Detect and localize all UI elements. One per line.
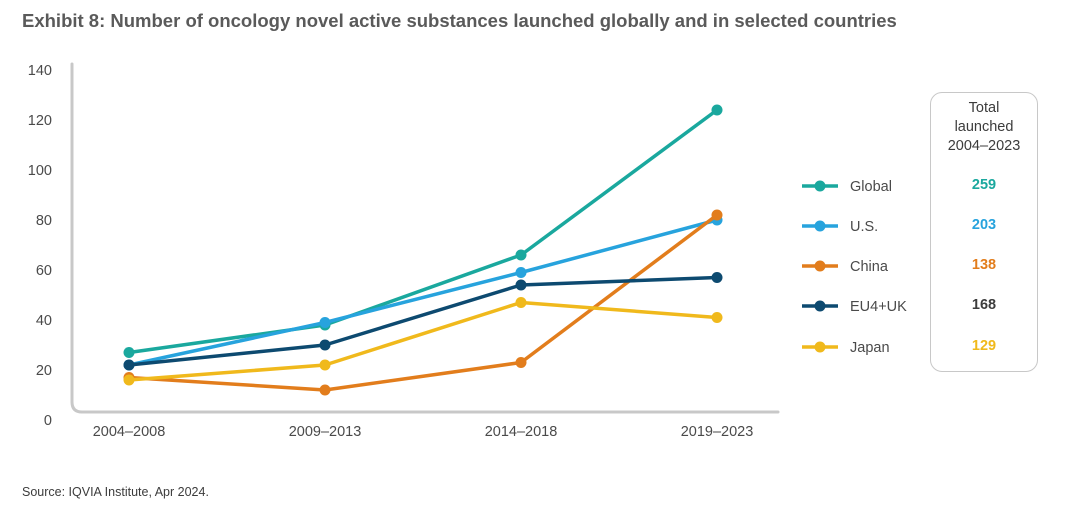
series-u-s-	[123, 214, 723, 371]
series-line	[128, 275, 718, 367]
total-value: 259	[971, 177, 997, 193]
y-tick-label: 100	[28, 163, 52, 179]
data-point	[123, 347, 135, 358]
series-line	[128, 218, 718, 367]
data-point	[515, 249, 527, 261]
legend-swatch-marker	[814, 220, 826, 232]
source-note: Source: IQVIA Institute, Apr 2024.	[22, 485, 209, 499]
series-japan	[123, 297, 723, 386]
legend-label: Global	[850, 179, 892, 195]
axis-lines	[70, 62, 780, 414]
data-point	[319, 359, 331, 371]
series-line	[128, 213, 719, 392]
y-tick-label: 80	[36, 213, 52, 229]
total-value: 203	[971, 217, 997, 233]
y-tick-label: 60	[36, 263, 52, 279]
series-line	[128, 300, 718, 382]
totals-header-line-2: launched	[954, 119, 1014, 135]
data-point	[711, 104, 723, 116]
y-tick-label: 140	[28, 63, 52, 79]
data-point	[123, 374, 135, 386]
data-point	[515, 297, 527, 308]
y-tick-label: 120	[28, 113, 52, 129]
y-tick-labels: 0 20 40 60 80 100 120 140	[28, 63, 52, 429]
data-point	[515, 279, 527, 291]
data-point	[515, 267, 527, 278]
legend-label: Japan	[850, 340, 890, 356]
x-tick-label: 2009–2013	[289, 424, 362, 440]
totals-header: Total launched 2004–2023	[930, 99, 1038, 156]
legend-swatch-marker	[814, 300, 826, 312]
legend-item: China	[802, 259, 889, 275]
total-value: 138	[971, 257, 997, 273]
legend-item: U.S.	[802, 219, 878, 235]
data-point	[319, 384, 331, 396]
legend-label: EU4+UK	[850, 299, 907, 315]
total-value: 129	[971, 338, 997, 354]
totals-header-line-1: Total	[968, 100, 1000, 116]
legend-swatch-marker	[814, 180, 826, 192]
series-lines	[123, 104, 723, 396]
x-tick-labels: 2004–2008 2009–2013 2014–2018 2019–2023	[93, 424, 754, 440]
y-tick-label: 20	[36, 363, 52, 379]
totals-box	[930, 92, 1038, 372]
legend-item: Japan	[802, 340, 890, 356]
series-global	[123, 104, 723, 358]
legend-label: China	[850, 259, 889, 275]
legend-item: Global	[802, 179, 892, 195]
series-line	[128, 108, 719, 355]
data-point	[319, 339, 331, 351]
data-point	[123, 359, 135, 371]
totals-header-line-3: 2004–2023	[947, 138, 1021, 154]
x-tick-label: 2014–2018	[485, 424, 558, 440]
legend-swatch-marker	[814, 341, 826, 353]
legend-swatch-marker	[814, 260, 826, 272]
data-point	[711, 272, 723, 283]
x-tick-label: 2019–2023	[681, 424, 754, 440]
series-china	[123, 209, 723, 396]
legend: Global U.S. China EU4+UK Japan	[802, 179, 907, 356]
data-point	[515, 357, 527, 368]
axes	[70, 62, 780, 414]
legend-label: U.S.	[850, 219, 878, 235]
series-eu4-uk	[123, 272, 723, 371]
y-tick-label: 40	[36, 313, 52, 329]
chart-title: Exhibit 8: Number of oncology novel acti…	[22, 10, 897, 31]
data-point	[711, 312, 723, 323]
legend-item: EU4+UK	[802, 299, 907, 315]
total-value: 168	[971, 297, 997, 313]
data-point	[319, 317, 331, 328]
x-tick-label: 2004–2008	[93, 424, 166, 440]
y-tick-label: 0	[44, 413, 52, 429]
data-point	[711, 209, 723, 221]
